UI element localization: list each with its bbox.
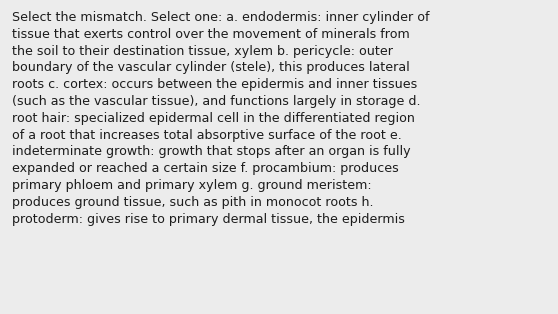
Text: Select the mismatch. Select one: a. endodermis: inner cylinder of
tissue that ex: Select the mismatch. Select one: a. endo… <box>12 11 430 225</box>
